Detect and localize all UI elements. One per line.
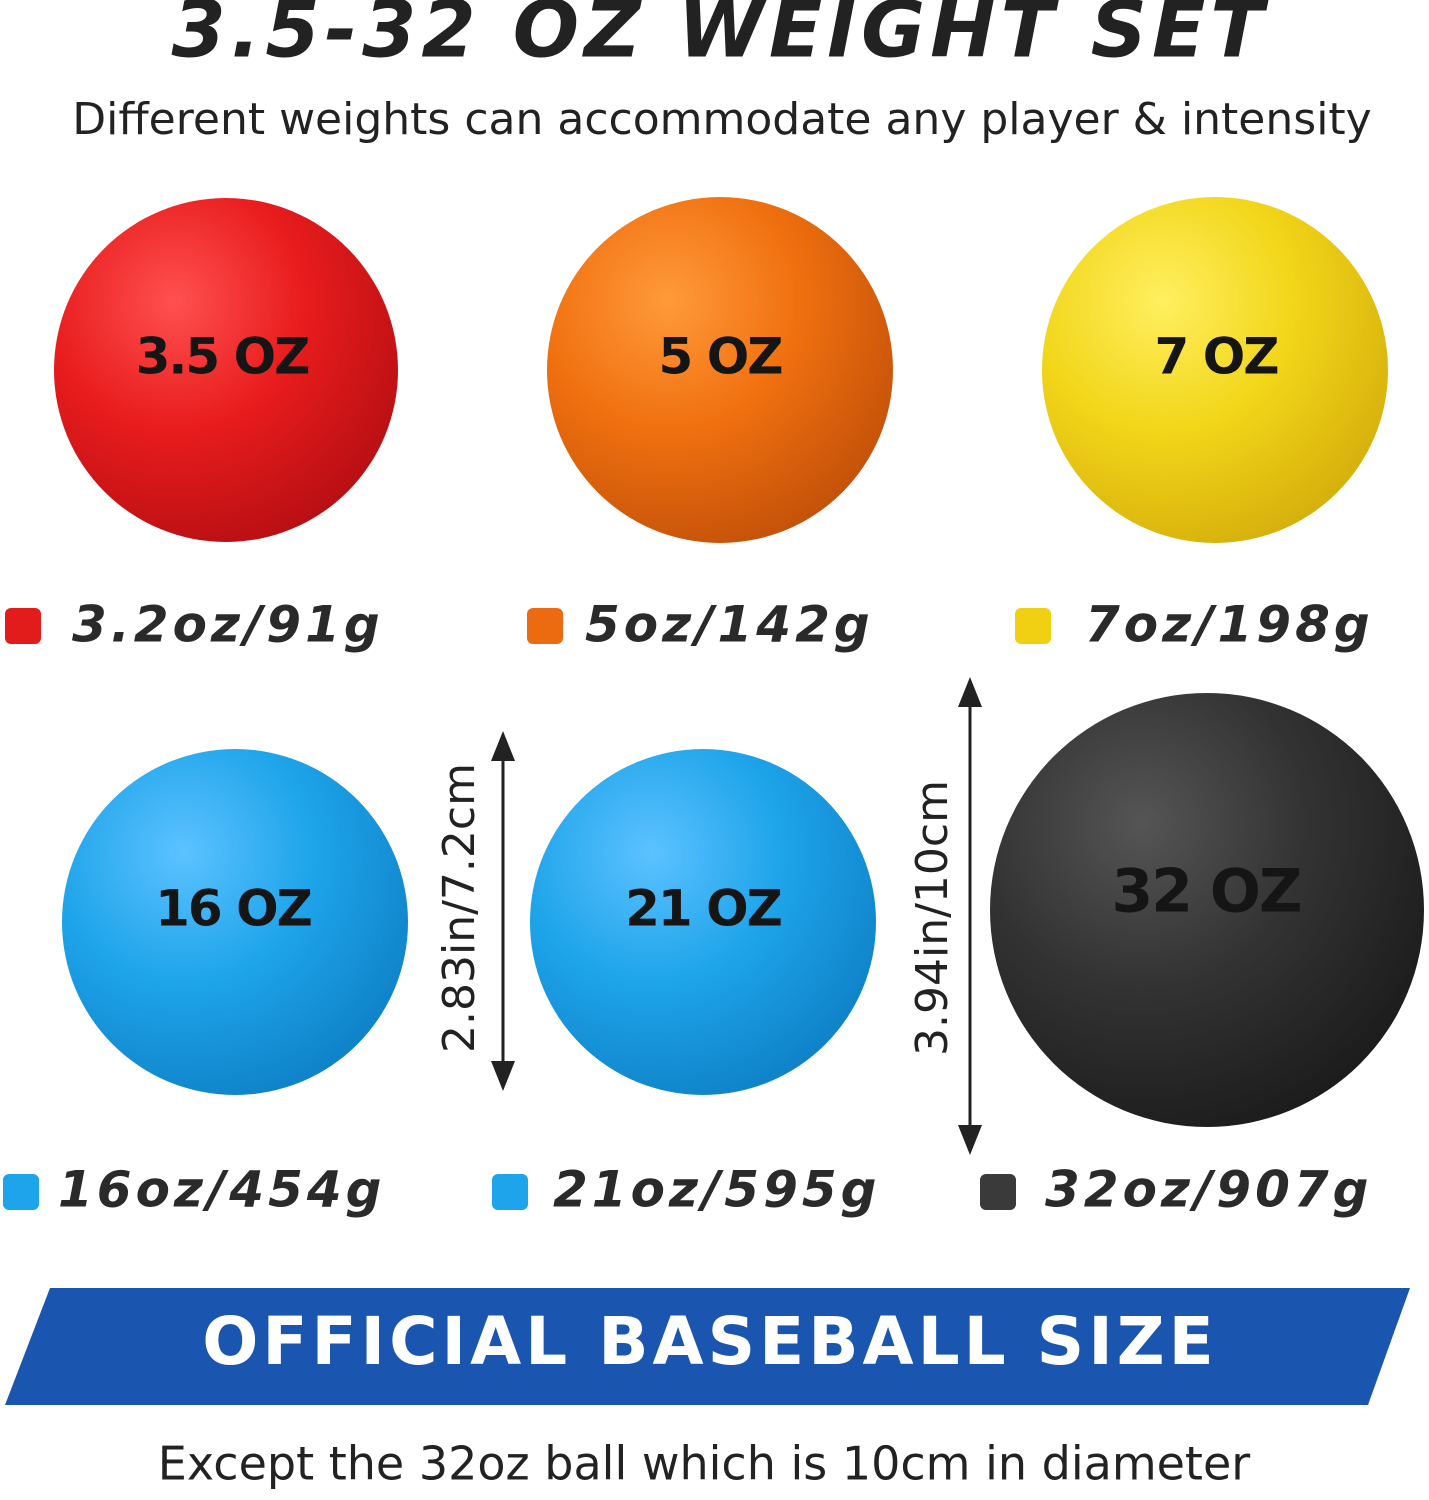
ball-label: 21 OZ bbox=[625, 880, 781, 938]
ball-label: 16 OZ bbox=[155, 880, 311, 938]
ball bbox=[990, 693, 1424, 1127]
banner-text: OFFICIAL BASEBALL SIZE bbox=[202, 1303, 1217, 1380]
ball bbox=[530, 749, 876, 1095]
color-swatch bbox=[980, 1174, 1016, 1210]
weight-caption: 32oz/907g bbox=[1045, 1161, 1372, 1219]
dimension-label: 3.94in/10cm bbox=[907, 780, 958, 1056]
ball bbox=[62, 749, 408, 1095]
color-swatch bbox=[1015, 608, 1051, 644]
weight-caption: 21oz/595g bbox=[553, 1161, 880, 1219]
weight-caption: 7oz/198g bbox=[1085, 596, 1374, 654]
dimension-label: 2.83in/7.2cm bbox=[434, 763, 485, 1053]
subtitle: Different weights can accommodate any pl… bbox=[72, 94, 1371, 145]
ball bbox=[547, 197, 893, 543]
ball-label: 32 OZ bbox=[1112, 857, 1301, 927]
color-swatch bbox=[5, 608, 41, 644]
banner bbox=[5, 1288, 1410, 1405]
weight-caption: 16oz/454g bbox=[58, 1161, 385, 1219]
title: 3.5-32 OZ WEIGHT SET bbox=[172, 0, 1270, 75]
ball-label: 3.5 OZ bbox=[136, 328, 309, 386]
color-swatch bbox=[492, 1174, 528, 1210]
ball-label: 5 OZ bbox=[659, 328, 783, 386]
color-swatch bbox=[527, 608, 563, 644]
footer-note: Except the 32oz ball which is 10cm in di… bbox=[158, 1437, 1250, 1491]
ball bbox=[54, 198, 398, 542]
weight-caption: 3.2oz/91g bbox=[72, 596, 384, 654]
weight-caption: 5oz/142g bbox=[585, 596, 874, 654]
ball bbox=[1042, 197, 1388, 543]
color-swatch bbox=[3, 1174, 39, 1210]
ball-label: 7 OZ bbox=[1155, 328, 1279, 386]
